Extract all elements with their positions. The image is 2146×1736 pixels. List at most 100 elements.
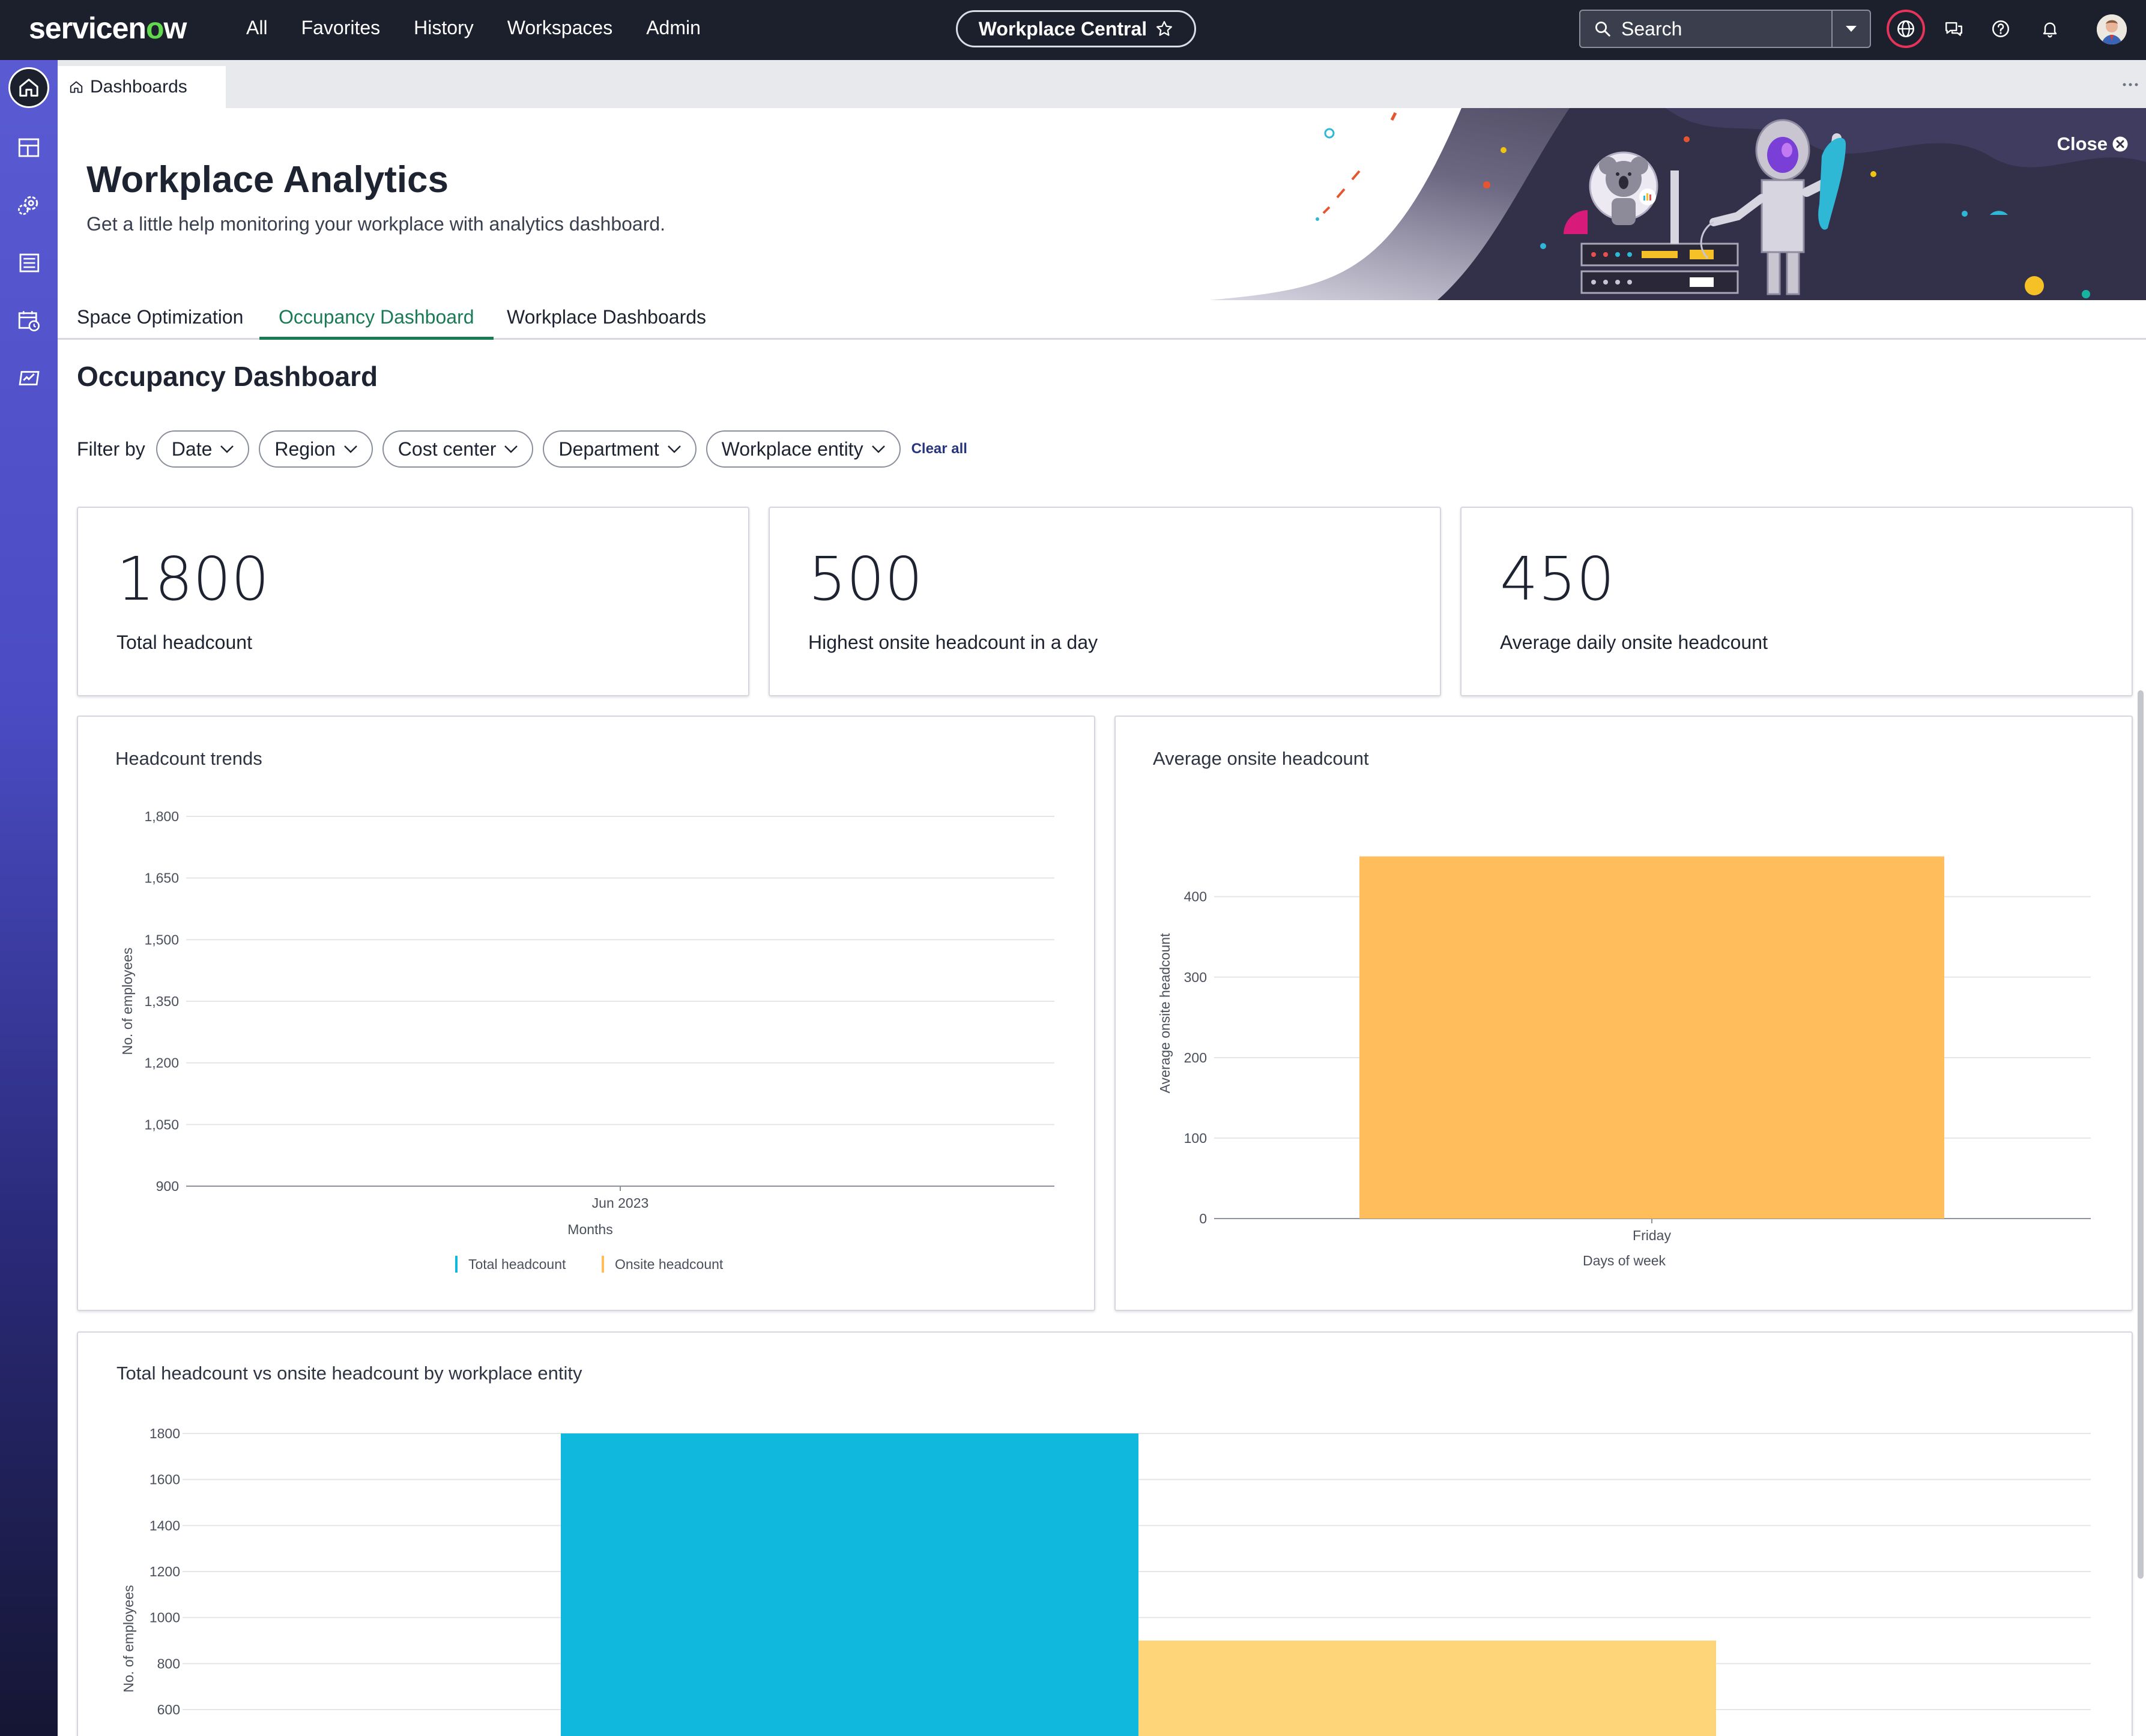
bell-icon [2043,22,2057,38]
menu-favorites[interactable]: Favorites [301,17,381,38]
tab-space-optimization[interactable]: Space Optimization [77,306,244,328]
y-tick-label: 100 [1184,1130,1207,1146]
legend-swatch [602,1256,604,1273]
chart-card-headcount-trends: Headcount trends 1,800 1,650 1,500 1,350 1,2… [77,716,1095,1311]
language-globe-button[interactable] [1887,10,1925,48]
tab-workplace-dashboards[interactable]: Workplace Dashboards [507,306,707,328]
filter-workplace-entity-label: Workplace entity [721,438,863,460]
filter-region[interactable]: Region [259,430,373,468]
rail-home-button[interactable] [8,67,49,108]
y-tick-label: 1,350 [144,993,179,1009]
help-button[interactable] [1989,17,2013,41]
filter-cost-center[interactable]: Cost center [382,430,534,468]
chart-title: Headcount trends [115,748,262,769]
y-axis-label: No. of employees [119,948,135,1055]
x-axis-label: Months [567,1222,612,1237]
kpi-value: 1800 [116,544,270,614]
notifications-button[interactable] [2038,17,2062,41]
search-icon [1595,22,1610,37]
y-tick-label: 1800 [150,1426,180,1441]
y-tick-label: 1400 [150,1517,180,1533]
banner-subtitle: Get a little help monitoring your workpl… [86,213,666,235]
bar-friday [1359,856,1944,1219]
legend-swatch [455,1256,458,1273]
y-tick-label: 600 [157,1702,180,1717]
app-title: Workplace Central [978,17,1147,40]
y-tick-label: 300 [1184,969,1207,985]
menu-all[interactable]: All [246,17,268,38]
y-tick-label: 1,050 [144,1117,179,1132]
global-search[interactable]: Search [1579,10,1871,48]
y-tick-label: 200 [1184,1050,1207,1065]
y-tick-label: 1000 [150,1610,180,1626]
home-icon [19,79,38,97]
y-tick-label: 400 [1184,889,1207,905]
chart-check-icon [19,371,40,385]
filter-region-label: Region [274,438,336,460]
menu-workspaces[interactable]: Workspaces [507,17,613,38]
user-avatar[interactable] [2097,14,2127,44]
y-tick-label: 1,200 [144,1055,179,1071]
legend-label: Onsite headcount [615,1256,724,1272]
menu-admin[interactable]: Admin [646,17,701,38]
filter-bar: Filter by Date Region Cost center Depart… [77,430,967,468]
filter-by-label: Filter by [77,438,145,460]
user-avatar-image [2097,14,2127,44]
help-icon [1992,20,2010,38]
filter-workplace-entity[interactable]: Workplace entity [706,430,901,468]
chart-card-average-onsite: Average onsite headcount 400 300 200 100 0 Fr… [1114,716,2133,1311]
y-tick-label: 1,650 [144,870,179,886]
kpi-card-highest-onsite: 500 Highest onsite headcount in a day [769,507,1441,696]
clear-all-filters-link[interactable]: Clear all [911,441,967,457]
kpi-card-total-headcount: 1800 Total headcount [77,507,749,696]
banner-illustration [1209,108,2146,300]
app-title-pill[interactable]: Workplace Central [956,10,1196,47]
banner-title: Workplace Analytics [86,159,449,200]
banner-close-button[interactable]: Close [2057,133,2129,155]
x-axis-label: Days of week [1583,1253,1666,1268]
headcount-trends-chart: 1,800 1,650 1,500 1,350 1,200 1,050 900 Jun 202… [119,809,1054,1273]
average-onsite-chart: 400 300 200 100 0 Friday Days of week Average o… [1157,856,2091,1268]
page-scrollbar[interactable] [2138,690,2144,1579]
bar-series-0 [561,1433,1138,1736]
filter-department-label: Department [558,438,659,460]
y-tick-label: 900 [156,1178,179,1194]
chevron-down-icon [220,445,234,453]
rail-schedule-button[interactable] [8,300,49,341]
kpi-value: 450 [1500,544,1615,614]
search-scope-dropdown[interactable] [1831,11,1870,47]
tab-dashboards[interactable]: Dashboards [58,66,226,108]
search-input[interactable]: Search [1621,17,1682,40]
filter-date-label: Date [171,438,213,460]
legend-label: Total headcount [468,1256,566,1272]
menu-history[interactable]: History [414,17,474,38]
y-tick-label: 1200 [150,1564,180,1579]
tab-occupancy-dashboard[interactable]: Occupancy Dashboard [259,306,494,340]
rail-reports-button[interactable] [8,243,49,283]
home-icon [70,81,83,93]
filter-department[interactable]: Department [543,430,697,468]
chevron-down-icon [504,445,518,453]
top-navigation-bar: servicenow All Favorites History Workspa… [0,0,2146,60]
close-circle-icon [2112,136,2128,152]
kpi-card-average-onsite: 450 Average daily onsite headcount [1460,507,2133,696]
star-icon[interactable] [1155,20,1173,38]
main-menu: All Favorites History Workspaces Admin [246,17,701,39]
rail-analytics-button[interactable] [8,358,49,399]
servicenow-logo[interactable]: servicenow [29,11,187,45]
y-axis-label: Average onsite headcount [1157,933,1173,1093]
y-axis-label: No. of employees [121,1585,136,1693]
filter-date[interactable]: Date [156,430,250,468]
chat-icon [1945,22,1962,36]
calendar-clock-icon [18,311,40,331]
rail-dashboards-button[interactable] [8,127,49,168]
rail-settings-button[interactable] [8,185,49,226]
y-tick-label: 800 [157,1656,180,1671]
y-tick-label: 1600 [150,1472,180,1487]
kpi-value: 500 [808,544,923,614]
chat-button[interactable] [1942,17,1966,41]
chart-title: Average onsite headcount [1153,748,1369,769]
gears-icon [18,196,38,215]
tab-more-options[interactable] [2122,72,2139,92]
dashboard-tabs: Space Optimization Occupancy Dashboard W… [58,300,2146,340]
